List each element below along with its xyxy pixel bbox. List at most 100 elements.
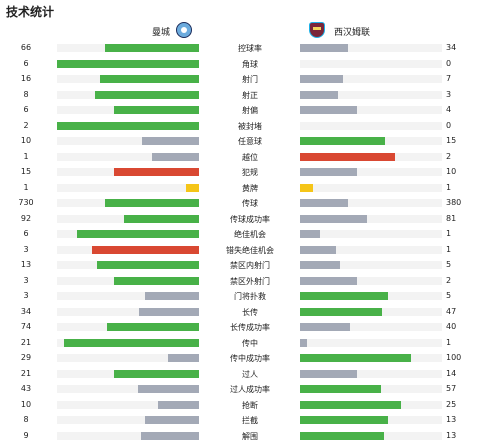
stat-label: 射偏 [200, 105, 300, 116]
home-stat-bar-track [57, 354, 199, 362]
home-stat-value: 10 [0, 400, 52, 409]
away-stat-value: 2 [446, 152, 476, 161]
away-stat-bar [300, 401, 401, 409]
home-stat-bar [97, 261, 199, 269]
home-stat-bar-track [57, 246, 199, 254]
away-stat-bar-track [300, 75, 442, 83]
stat-label: 传中成功率 [200, 353, 300, 364]
stat-label: 任意球 [200, 136, 300, 147]
away-stat-value: 57 [446, 384, 476, 393]
away-stat-bar-track [300, 339, 442, 347]
away-stat-bar [300, 292, 388, 300]
home-stat-bar [100, 75, 199, 83]
team-header: 曼城 西汉姆联 [0, 22, 500, 40]
home-stat-bar [105, 44, 199, 52]
stat-label: 禁区内射门 [200, 260, 300, 271]
away-stat-value: 1 [446, 229, 476, 238]
stat-label: 射门 [200, 74, 300, 85]
away-stat-bar-track [300, 432, 442, 440]
away-stat-value: 47 [446, 307, 476, 316]
home-stat-bar [139, 308, 199, 316]
home-stat-bar [57, 122, 199, 130]
home-stat-value: 92 [0, 214, 52, 223]
home-stat-value: 21 [0, 338, 52, 347]
home-stat-bar-track [57, 339, 199, 347]
away-stat-bar [300, 261, 340, 269]
home-stat-value: 21 [0, 369, 52, 378]
away-stat-bar [300, 153, 395, 161]
away-stat-bar-track [300, 122, 442, 130]
home-stat-value: 16 [0, 74, 52, 83]
home-stat-bar-track [57, 60, 199, 68]
away-stat-value: 13 [446, 431, 476, 440]
away-stat-bar-track [300, 370, 442, 378]
stat-label: 射正 [200, 90, 300, 101]
stat-label: 绝佳机会 [200, 229, 300, 240]
away-stat-bar-track [300, 137, 442, 145]
home-stat-bar-track [57, 75, 199, 83]
away-stat-bar-track [300, 215, 442, 223]
stat-label: 传球 [200, 198, 300, 209]
home-stat-bar [77, 230, 199, 238]
away-stat-bar [300, 44, 348, 52]
stat-label: 传中 [200, 338, 300, 349]
away-stat-bar-track [300, 91, 442, 99]
home-stat-bar-track [57, 137, 199, 145]
stat-label: 长传 [200, 307, 300, 318]
home-stat-value: 6 [0, 105, 52, 114]
away-stat-bar-track [300, 230, 442, 238]
home-stat-value: 34 [0, 307, 52, 316]
home-stat-value: 8 [0, 90, 52, 99]
home-stat-bar-track [57, 153, 199, 161]
away-stat-bar-track [300, 153, 442, 161]
home-stat-bar-track [57, 122, 199, 130]
away-stat-bar [300, 354, 411, 362]
home-stat-value: 13 [0, 260, 52, 269]
home-stat-bar-track [57, 215, 199, 223]
away-stat-bar-track [300, 323, 442, 331]
away-stat-value: 1 [446, 245, 476, 254]
away-stat-bar [300, 246, 336, 254]
away-stat-value: 10 [446, 167, 476, 176]
home-stat-bar [142, 137, 199, 145]
home-stat-value: 1 [0, 183, 52, 192]
away-stat-bar-track [300, 277, 442, 285]
stat-label: 长传成功率 [200, 322, 300, 333]
away-stat-bar [300, 91, 338, 99]
away-stat-bar-track [300, 308, 442, 316]
away-stat-value: 5 [446, 291, 476, 300]
away-stat-value: 0 [446, 121, 476, 130]
home-stat-bar-track [57, 292, 199, 300]
home-stat-bar-track [57, 168, 199, 176]
home-stat-bar [105, 199, 199, 207]
home-stat-bar-track [57, 401, 199, 409]
away-stat-value: 81 [446, 214, 476, 223]
stat-label: 禁区外射门 [200, 276, 300, 287]
stat-label: 黄牌 [200, 183, 300, 194]
home-stat-value: 3 [0, 276, 52, 285]
home-stat-bar-track [57, 44, 199, 52]
home-stat-bar-track [57, 230, 199, 238]
away-stat-bar-track [300, 401, 442, 409]
away-stat-value: 1 [446, 338, 476, 347]
home-stat-value: 3 [0, 291, 52, 300]
west-ham-badge-icon [309, 22, 325, 38]
stat-label: 门将扑救 [200, 291, 300, 302]
home-stat-bar [92, 246, 199, 254]
home-stat-bar [158, 401, 199, 409]
stat-row: 3 门将扑救 5 [0, 288, 500, 304]
home-stat-bar [95, 91, 199, 99]
home-stat-bar [145, 416, 199, 424]
home-stat-bar [124, 215, 199, 223]
away-stat-bar-track [300, 184, 442, 192]
